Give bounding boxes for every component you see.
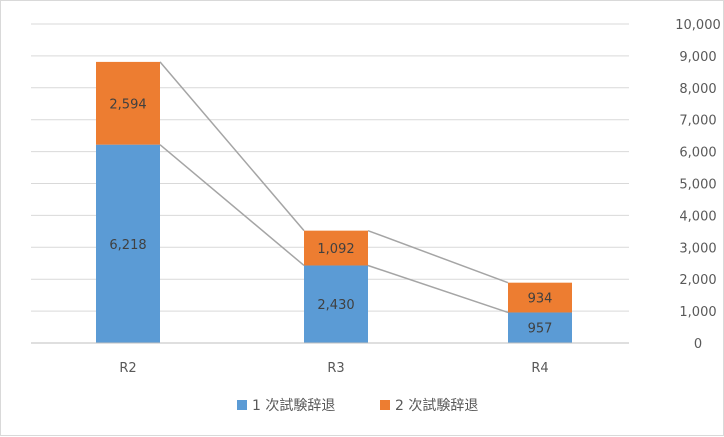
y-tick-label: 4,000 <box>679 209 716 224</box>
series-line <box>159 144 305 267</box>
axes: 0 1,000 2,000 3,000 4,000 5,000 6,000 7,000 8,00… <box>31 18 721 376</box>
bar-segment <box>508 312 572 343</box>
data-label: 6,218 <box>109 238 146 253</box>
series-line <box>159 61 305 232</box>
bar-segment <box>304 230 368 266</box>
data-label: 957 <box>528 322 553 337</box>
bar-segment <box>304 265 368 343</box>
data-label: 2,430 <box>317 298 354 313</box>
series-line <box>367 264 509 314</box>
y-tick-label: 0 <box>694 337 702 352</box>
y-tick-label: 1,000 <box>679 305 716 320</box>
legend-swatch <box>237 400 247 410</box>
y-tick-label: 3,000 <box>679 241 716 256</box>
category-label: R3 <box>327 361 344 376</box>
y-tick-label: 5,000 <box>679 178 716 193</box>
bar-segment <box>96 144 160 343</box>
y-tick-label: 2,000 <box>679 273 716 288</box>
y-tick-label: 10,000 <box>675 18 721 33</box>
bars <box>96 61 572 343</box>
bar-segment <box>96 61 160 145</box>
series-lines <box>159 61 509 314</box>
y-tick-label: 6,000 <box>679 146 716 161</box>
legend-label: 2 次試験辞退 <box>395 398 478 414</box>
y-tick-label: 7,000 <box>679 114 716 129</box>
bar-segment <box>508 282 572 313</box>
legend: 1 次試験辞退 2 次試験辞退 <box>237 398 478 414</box>
y-tick-label: 9,000 <box>679 50 716 65</box>
legend-swatch <box>380 400 390 410</box>
data-label: 1,092 <box>317 242 354 257</box>
legend-label: 1 次試験辞退 <box>252 398 335 414</box>
category-label: R2 <box>119 361 136 376</box>
data-label: 2,594 <box>109 97 146 112</box>
series-line <box>367 229 509 284</box>
category-label: R4 <box>531 361 548 376</box>
data-labels: 6,218 2,594 2,430 1,092 957 934 <box>109 97 552 336</box>
y-tick-label: 8,000 <box>679 82 716 97</box>
data-label: 934 <box>528 292 553 307</box>
